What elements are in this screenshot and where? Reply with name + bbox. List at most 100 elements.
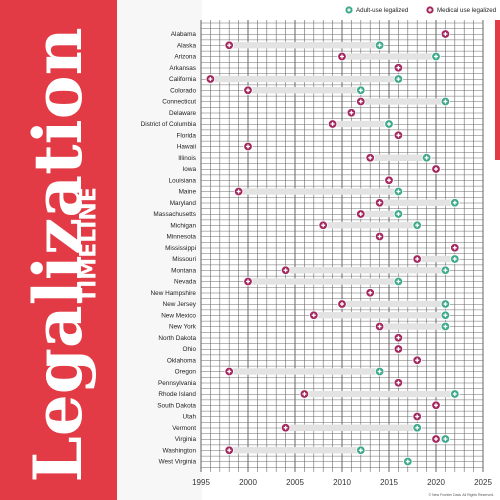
adult-marker	[450, 254, 460, 264]
state-label: Missouri	[172, 256, 196, 263]
state-label: Oregon	[175, 369, 197, 376]
state-label: Ohio	[183, 346, 197, 353]
state-label: California	[169, 76, 196, 83]
range-bar	[379, 323, 446, 330]
range-bar	[379, 199, 455, 206]
state-label: New York	[169, 324, 197, 331]
adult-marker	[403, 456, 413, 467]
medical-marker	[365, 288, 375, 298]
range-bar	[229, 42, 380, 49]
medical-marker	[337, 299, 347, 309]
state-label: Oklahoma	[167, 357, 197, 364]
range-bar	[248, 87, 361, 94]
medical-marker	[431, 400, 441, 410]
medical-marker	[393, 63, 404, 73]
x-axis-ticks: 1995 2000 2005 2010 2015 2020 2025	[192, 478, 492, 487]
adult-marker	[421, 153, 432, 163]
medical-marker	[412, 254, 422, 264]
range-bar	[342, 53, 436, 60]
state-label: South Dakota	[157, 402, 196, 409]
state-label: Louisiana	[169, 177, 197, 184]
x-tick-label: 2005	[286, 478, 304, 487]
legend-item-adult: Adult-use legalized	[344, 5, 409, 15]
medical-marker	[384, 175, 394, 185]
state-label: Massachusetts	[153, 211, 196, 218]
accent-strip	[495, 20, 500, 160]
medical-marker	[440, 29, 451, 39]
range-bar	[238, 188, 399, 195]
label-panel	[117, 0, 202, 500]
range-bar	[417, 255, 455, 263]
adult-marker	[356, 85, 366, 95]
state-label: Vermont	[172, 425, 196, 432]
state-label: New Mexico	[161, 312, 196, 319]
adult-marker	[393, 186, 404, 197]
medical-marker	[233, 186, 244, 197]
medical-marker	[431, 434, 441, 444]
markers	[205, 29, 460, 467]
state-label: District of Columbia	[141, 121, 197, 128]
state-label: Maryland	[170, 200, 197, 207]
adult-marker	[393, 74, 404, 84]
range-bar	[323, 222, 418, 229]
range-bar	[210, 75, 399, 83]
adult-marker	[450, 198, 460, 208]
state-label: Utah	[183, 414, 197, 421]
adult-marker	[450, 389, 460, 399]
medical-marker	[280, 265, 291, 275]
adult-marker	[440, 310, 451, 320]
state-label: Connecticut	[162, 99, 196, 106]
state-label: Alaska	[177, 42, 197, 49]
range-bar	[229, 447, 361, 454]
adult-marker	[431, 51, 441, 62]
medical-marker	[374, 321, 385, 332]
medical-marker	[337, 51, 347, 62]
medical-marker	[365, 153, 375, 163]
medical-marker	[243, 276, 253, 287]
range-bars	[210, 42, 455, 454]
state-label: Delaware	[169, 110, 196, 117]
medical-marker	[393, 130, 404, 140]
state-label: Maine	[179, 189, 197, 196]
medical-marker	[393, 344, 404, 354]
copyright-notice: © New Frontier Data. All Rights Reserved…	[428, 493, 494, 497]
medical-marker	[374, 198, 385, 208]
range-bar	[313, 312, 446, 319]
range-bar	[229, 368, 380, 375]
medical-marker	[356, 96, 366, 107]
medical-marker	[309, 310, 319, 320]
title-band	[0, 0, 117, 500]
state-label: New Hampshire	[151, 290, 197, 297]
medical-marker	[280, 423, 291, 433]
adult-marker	[374, 40, 385, 50]
state-label: Virginia	[175, 436, 197, 443]
state-label: West Virginia	[159, 459, 197, 466]
medical-marker	[243, 85, 253, 95]
medical-marker	[393, 333, 404, 343]
medical-marker	[327, 119, 338, 129]
adult-marker	[440, 96, 451, 107]
medical-marker	[299, 389, 310, 399]
adult-marker	[412, 423, 422, 433]
adult-marker	[440, 321, 451, 332]
x-tick-label: 2020	[427, 478, 445, 487]
state-label: Washington	[162, 447, 196, 454]
state-label: Pennsylvania	[158, 380, 196, 387]
state-label: North Dakota	[158, 335, 196, 342]
range-bar	[342, 300, 446, 308]
adult-marker	[412, 220, 422, 230]
x-tick-label: 1995	[192, 478, 210, 487]
adult-marker	[440, 265, 451, 275]
medical-marker	[224, 445, 234, 455]
medical-marker	[224, 366, 234, 377]
medical-marker	[412, 355, 422, 365]
range-bar	[285, 424, 418, 431]
medical-marker	[450, 243, 460, 253]
medical-marker	[318, 220, 328, 230]
medical-marker	[205, 74, 216, 84]
medical-marker	[393, 378, 404, 388]
state-label: Rhode Island	[158, 391, 196, 398]
medical-marker	[346, 108, 357, 118]
range-bar	[285, 267, 446, 274]
